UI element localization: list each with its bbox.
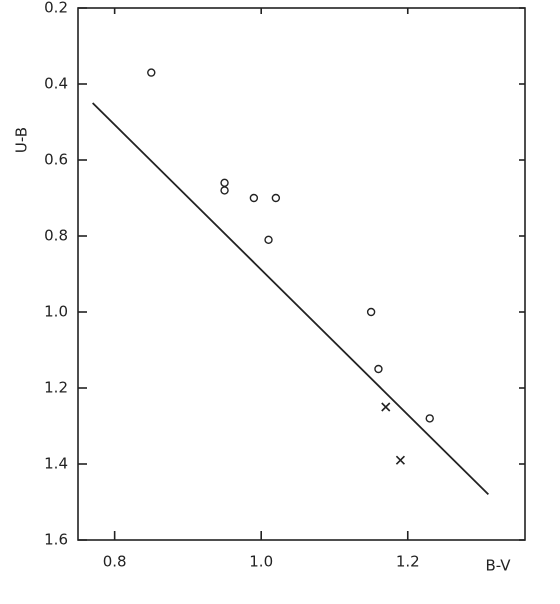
y-tick-label: 1.4 [44, 455, 68, 473]
x-axis-label: B-V [485, 557, 511, 575]
circle-point [425, 414, 434, 423]
circle-point [374, 364, 383, 374]
y-tick-label: 0.4 [44, 75, 68, 93]
x-tick-label: 0.8 [103, 553, 127, 571]
circle-point [249, 193, 259, 203]
x-tick-label: 1.0 [249, 553, 273, 571]
circle-point [271, 193, 281, 203]
y-axis-label: U-B [13, 127, 31, 153]
cross-point [395, 455, 405, 465]
y-tick-label: 1.0 [44, 303, 68, 321]
fit-line [92, 102, 489, 496]
circle-point [220, 178, 229, 188]
plot-frame [77, 7, 526, 541]
circle-point [366, 307, 376, 317]
cross-point [381, 402, 391, 412]
x-tick-label: 1.2 [396, 553, 420, 571]
circle-point [147, 68, 156, 77]
circle-point [220, 186, 229, 195]
y-tick-label: 1.6 [44, 531, 68, 549]
y-tick-label: 0.8 [44, 227, 68, 245]
y-tick-label: 0.6 [44, 151, 68, 169]
y-tick-label: 1.2 [44, 379, 68, 397]
circle-point [264, 235, 273, 245]
y-tick-label: 0.2 [44, 0, 68, 17]
